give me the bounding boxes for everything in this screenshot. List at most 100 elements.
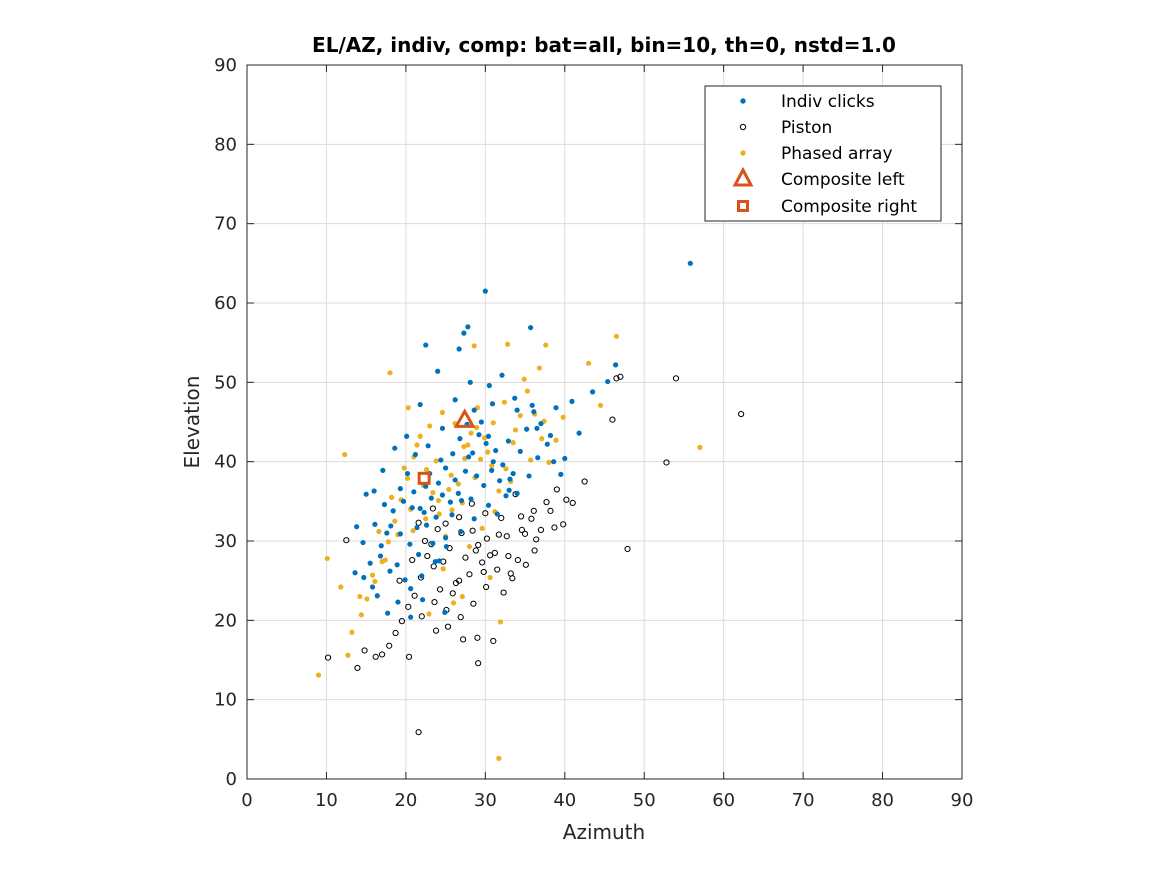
phased-array-point [423, 467, 430, 473]
piston-point [409, 556, 416, 564]
x-tick-label: 90 [951, 790, 974, 811]
piston-point [487, 552, 494, 559]
phased-array-point [401, 465, 407, 471]
phased-array-point [496, 755, 502, 761]
legend-entry-indiv-clicks: Indiv clicks [740, 92, 875, 112]
phased-array-point [426, 611, 432, 617]
piston-point [405, 603, 412, 610]
legend-marker-composite-left [732, 166, 754, 187]
indiv-clicks-point [489, 401, 496, 407]
piston-point [424, 552, 431, 560]
indiv-clicks-point [457, 436, 463, 442]
indiv-clicks-point [361, 574, 367, 581]
indiv-clicks-point [388, 523, 394, 529]
indiv-clicks-point [378, 543, 384, 549]
piston-point [569, 499, 576, 507]
piston-point [386, 642, 393, 649]
piston-point [617, 373, 624, 380]
piston-point [421, 537, 429, 545]
piston-point [533, 536, 540, 543]
piston-point [509, 575, 516, 582]
indiv-clicks-point [447, 499, 453, 505]
phased-array-point [465, 442, 471, 448]
piston-point [547, 507, 554, 514]
y-tick-label: 20 [214, 610, 237, 631]
y-tick-label: 50 [214, 372, 237, 393]
piston-point [418, 613, 425, 620]
legend-marker-indiv-clicks [740, 98, 746, 104]
piston-point [613, 375, 620, 382]
piston-point [500, 589, 507, 596]
phased-array-point [560, 414, 566, 420]
phased-array-point [448, 472, 454, 478]
phased-array-point [461, 443, 467, 450]
legend-marker-piston [739, 123, 747, 131]
indiv-clicks-point [470, 450, 476, 456]
indiv-clicks-point [395, 599, 401, 605]
indiv-clicks-point [435, 368, 441, 374]
indiv-clicks-point [394, 562, 400, 568]
piston-point [324, 654, 332, 661]
indiv-clicks-point [409, 505, 415, 511]
phased-array-point [487, 574, 493, 581]
phased-array-point [553, 437, 559, 443]
legend-label-indiv-clicks: Indiv clicks [781, 92, 875, 112]
piston-point [466, 571, 473, 578]
indiv-clicks-point [414, 524, 420, 531]
indiv-clicks-point [423, 483, 429, 489]
indiv-clicks-point [439, 425, 446, 431]
indiv-clicks-point [467, 379, 473, 385]
indiv-clicks-point [524, 426, 530, 432]
phased-array-point [450, 600, 457, 606]
piston-point [490, 637, 497, 645]
indiv-clicks-point [438, 457, 444, 463]
indiv-clicks-point [435, 480, 442, 486]
indiv-clicks-point [458, 528, 464, 535]
phased-array-point [385, 539, 392, 545]
phased-array-point [697, 444, 703, 450]
indiv-clicks-point [535, 455, 541, 461]
phased-array-point [410, 528, 416, 534]
piston-point [498, 514, 505, 522]
indiv-clicks-point [493, 447, 499, 454]
legend-label-composite-left: Composite left [781, 170, 905, 190]
x-tick-label: 40 [553, 790, 576, 811]
indiv-clicks-point [503, 493, 509, 499]
phased-array-point [324, 555, 330, 562]
piston-point [475, 541, 482, 549]
phased-array-point [436, 511, 442, 517]
piston-point [624, 545, 631, 553]
phased-array-point [342, 451, 348, 458]
piston-point [521, 530, 529, 537]
indiv-clicks-point [547, 432, 554, 439]
piston-point [474, 634, 481, 641]
indiv-clicks-point [489, 467, 495, 473]
piston-point [560, 521, 567, 528]
indiv-clicks-point [452, 477, 458, 483]
indiv-clicks-point [485, 433, 492, 439]
indiv-clicks-point [423, 342, 429, 348]
indiv-clicks-point [605, 378, 611, 385]
indiv-clicks-point [494, 511, 500, 517]
indiv-clicks-point [471, 407, 477, 413]
indiv-clicks-point [416, 551, 422, 558]
phased-array-point [539, 436, 545, 442]
indiv-clicks-point [412, 451, 419, 458]
phased-array-point [510, 440, 516, 446]
indiv-clicks-point [589, 389, 596, 395]
data-points [315, 260, 745, 761]
phased-array-point [357, 593, 363, 600]
piston-point [563, 496, 570, 503]
indiv-clicks-point [558, 471, 564, 477]
phased-array-point [372, 578, 378, 585]
phased-array-point [433, 458, 439, 464]
y-tick-label: 70 [214, 214, 237, 235]
piston-point [475, 660, 482, 667]
indiv-clicks-point [499, 372, 505, 378]
phased-array-point [524, 388, 531, 394]
phased-array-point [521, 376, 527, 382]
indiv-clicks-point [408, 614, 414, 620]
indiv-clicks-point [363, 491, 369, 497]
phased-array-point [439, 409, 446, 416]
